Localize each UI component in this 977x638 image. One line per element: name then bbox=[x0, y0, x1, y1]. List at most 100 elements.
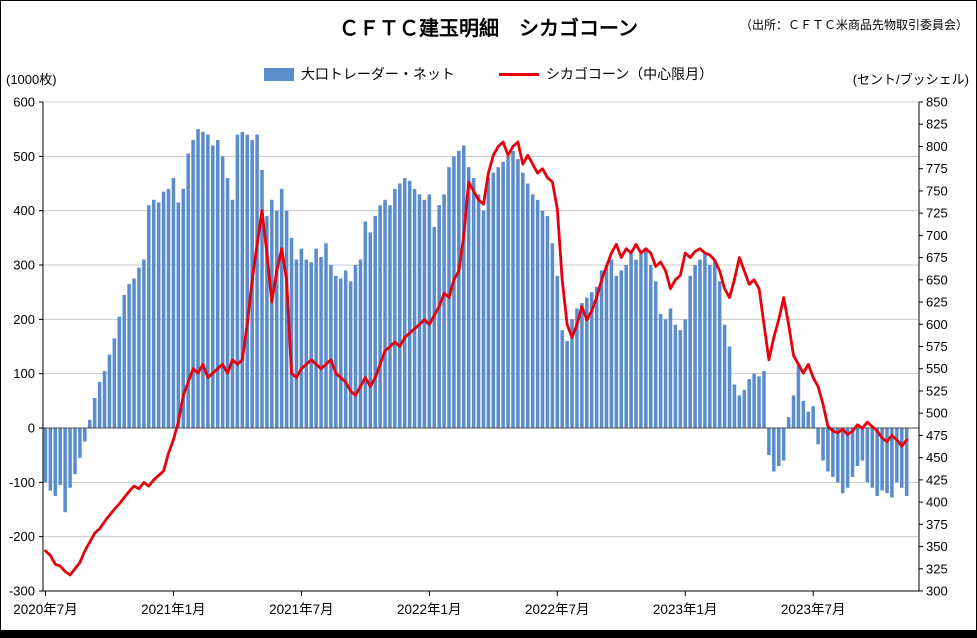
net-position-bar bbox=[712, 259, 717, 428]
net-position-bar bbox=[752, 373, 756, 428]
net-position-bar bbox=[63, 428, 67, 513]
net-position-bar bbox=[363, 221, 368, 428]
left-axis-tick-label: 400 bbox=[13, 203, 35, 218]
net-position-bar bbox=[895, 428, 899, 483]
net-position-bar bbox=[353, 265, 358, 428]
net-position-bar bbox=[545, 216, 550, 428]
net-position-bar bbox=[678, 330, 683, 428]
net-position-bar bbox=[806, 411, 811, 428]
net-position-bar bbox=[324, 243, 328, 428]
left-axis-tick-label: 0 bbox=[28, 421, 35, 436]
net-position-bar bbox=[230, 199, 235, 428]
net-position-bar bbox=[599, 270, 604, 428]
net-position-bar bbox=[471, 178, 476, 428]
net-position-bar bbox=[535, 199, 540, 428]
net-position-bar bbox=[457, 150, 461, 428]
corn-price-line bbox=[44, 140, 909, 577]
net-position-bar bbox=[693, 265, 697, 428]
net-position-bar bbox=[206, 134, 210, 428]
net-position-bar bbox=[772, 428, 776, 472]
net-position-bar bbox=[560, 330, 564, 428]
page-title: ＣＦＴＣ建玉明細 シカゴコーン bbox=[339, 18, 638, 40]
net-position-bar bbox=[491, 172, 496, 428]
right-axis-tick-label: 675 bbox=[926, 250, 948, 265]
net-position-bar bbox=[196, 129, 200, 429]
net-position-bar bbox=[166, 188, 171, 428]
net-position-bar bbox=[865, 428, 870, 483]
left-axis-tick-label: 600 bbox=[13, 95, 35, 110]
net-position-bar bbox=[703, 254, 707, 428]
net-position-bar bbox=[649, 265, 653, 428]
legend-label-net-position: 大口トレーダー・ネット bbox=[300, 66, 455, 82]
net-position-bar bbox=[284, 210, 289, 428]
net-position-bar bbox=[525, 183, 530, 428]
net-position-bar bbox=[688, 275, 692, 428]
x-axis-tick-label: 2021年1月 bbox=[141, 602, 206, 617]
net-position-bar bbox=[260, 169, 264, 429]
net-position-bar bbox=[407, 180, 412, 428]
net-position-bar bbox=[255, 134, 259, 428]
net-position-bar bbox=[112, 338, 117, 428]
left-axis-tick-label: 200 bbox=[13, 312, 35, 327]
net-position-bar bbox=[343, 270, 348, 428]
net-position-bar bbox=[476, 194, 481, 428]
left-axis-tick-label: 100 bbox=[13, 366, 35, 381]
net-position-bar bbox=[875, 428, 879, 496]
net-position-bar bbox=[462, 145, 466, 428]
net-position-bar bbox=[211, 145, 215, 428]
net-position-bar bbox=[417, 194, 422, 428]
net-position-bar bbox=[634, 259, 638, 428]
net-position-bar bbox=[816, 428, 820, 445]
right-axis-tick-label: 375 bbox=[926, 517, 948, 532]
right-axis-tick-label: 725 bbox=[926, 206, 948, 221]
source-note: （出所：ＣＦＴＣ米商品先物取引委員会） bbox=[739, 18, 968, 32]
bottom-border-bar bbox=[1, 630, 976, 637]
right-axis-tick-label: 800 bbox=[926, 139, 948, 154]
x-axis-tick-label: 2021年7月 bbox=[269, 602, 334, 617]
net-position-bar bbox=[673, 324, 678, 428]
net-position-bar bbox=[496, 167, 500, 428]
net-position-bar bbox=[299, 248, 304, 428]
net-position-bar bbox=[811, 406, 815, 428]
net-position-bar bbox=[791, 395, 796, 428]
right-axis-tick-label: 750 bbox=[926, 183, 948, 198]
net-position-bar bbox=[639, 254, 643, 428]
net-position-bar bbox=[43, 428, 48, 483]
right-axis-tick-label: 600 bbox=[926, 317, 948, 332]
net-position-bar bbox=[378, 205, 382, 428]
net-position-bar bbox=[619, 270, 624, 428]
net-position-bar bbox=[855, 428, 860, 467]
net-position-bar bbox=[570, 319, 574, 428]
net-position-bar bbox=[836, 428, 840, 483]
right-axis-tick-label: 525 bbox=[926, 384, 948, 399]
net-position-bar bbox=[442, 194, 446, 428]
net-position-bar bbox=[511, 150, 515, 428]
net-position-bar bbox=[796, 365, 801, 428]
net-position-bar bbox=[609, 259, 614, 428]
x-axis-tick-label: 2023年1月 bbox=[653, 602, 718, 617]
net-position-bar bbox=[186, 153, 190, 428]
net-position-bar bbox=[176, 202, 181, 428]
net-position-bar bbox=[904, 428, 909, 496]
x-axis-tick-label: 2020年7月 bbox=[13, 602, 78, 617]
net-position-bar bbox=[604, 265, 609, 428]
net-position-bar bbox=[48, 428, 53, 491]
legend-item-net-position: 大口トレーダー・ネット bbox=[263, 64, 455, 84]
net-position-bar bbox=[309, 262, 313, 428]
net-position-bar bbox=[373, 216, 377, 428]
net-position-bar bbox=[624, 265, 628, 428]
right-axis-tick-label: 475 bbox=[926, 428, 948, 443]
net-position-bar bbox=[565, 341, 569, 428]
net-position-bar bbox=[73, 428, 77, 475]
net-position-bar bbox=[274, 210, 279, 428]
bar-series-swatch bbox=[263, 67, 294, 81]
net-position-bar bbox=[240, 131, 245, 428]
x-axis-tick-label: 2022年1月 bbox=[397, 602, 462, 617]
net-position-bar bbox=[147, 205, 151, 428]
net-position-bar bbox=[722, 324, 727, 428]
net-position-bar bbox=[422, 199, 427, 428]
net-position-bar bbox=[181, 188, 186, 428]
net-position-bar bbox=[708, 265, 712, 428]
net-position-bar bbox=[589, 292, 594, 428]
